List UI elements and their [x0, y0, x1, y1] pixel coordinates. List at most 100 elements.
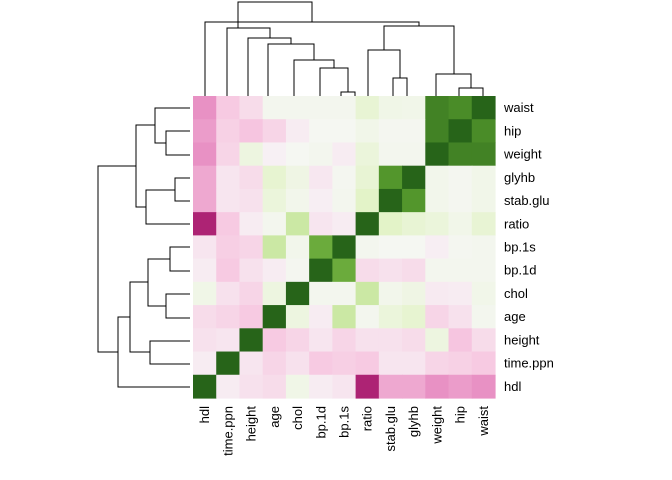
heatmap-cell — [332, 328, 357, 353]
heatmap-cell — [425, 374, 450, 399]
heatmap-cell — [425, 96, 450, 120]
heatmap-cell — [332, 281, 357, 306]
heatmap-cell — [193, 119, 217, 144]
heatmap-cell — [239, 165, 264, 190]
heatmap-cell — [402, 235, 426, 260]
heatmap-cell — [309, 96, 333, 120]
heatmap-cell — [193, 258, 217, 283]
heatmap-cell — [285, 212, 310, 236]
heatmap-cell — [425, 305, 450, 329]
row-label: height — [504, 332, 540, 347]
heatmap-cell — [262, 374, 287, 399]
column-dendrogram-branch — [367, 49, 401, 102]
heatmap-cell — [378, 165, 403, 190]
column-label: bp.1d — [313, 406, 328, 439]
heatmap-cell — [355, 142, 380, 167]
heatmap-cell — [332, 165, 357, 190]
heatmap-cell — [193, 188, 217, 213]
heatmap-cell — [378, 305, 403, 329]
heatmap-cell — [309, 305, 333, 329]
heatmap-cell — [216, 281, 241, 306]
row-dendrogram-branch — [117, 316, 190, 388]
heatmap-cell — [309, 328, 333, 353]
heatmap-cell — [355, 165, 380, 190]
heatmap-cell — [285, 328, 310, 353]
heatmap-cell — [425, 351, 450, 376]
heatmap-cell — [216, 165, 241, 190]
column-label: weight — [429, 406, 444, 445]
heatmap-cell — [355, 328, 380, 353]
row-label: chol — [504, 286, 528, 301]
row-dendrogram-branch — [165, 293, 190, 319]
heatmap-cell — [448, 281, 473, 306]
column-dendrogram-branch — [293, 59, 335, 102]
column-label: height — [244, 406, 259, 442]
heatmap-cell — [285, 235, 310, 260]
heatmap-cell — [425, 188, 450, 213]
heatmap-cell — [425, 281, 450, 306]
row-label: bp.1s — [504, 239, 536, 254]
heatmap-cell — [193, 165, 217, 190]
heatmap-cell — [402, 96, 426, 120]
heatmap-cells — [193, 96, 496, 399]
heatmap-cell — [471, 188, 496, 213]
column-label: stab.glu — [383, 406, 398, 452]
heatmap-cell — [216, 305, 241, 329]
heatmap-cell — [332, 188, 357, 213]
heatmap-cell — [309, 212, 333, 236]
column-label: waist — [476, 406, 491, 437]
heatmap-cell — [332, 142, 357, 167]
heatmap-cell — [239, 119, 264, 144]
heatmap-cell — [309, 281, 333, 306]
heatmap-cell — [471, 351, 496, 376]
heatmap-cell — [425, 235, 450, 260]
heatmap-cell — [332, 258, 357, 283]
row-label: waist — [503, 100, 534, 115]
heatmap-cell — [378, 119, 403, 144]
heatmap-cell — [262, 119, 287, 144]
heatmap-cell — [471, 328, 496, 353]
row-label: hdl — [504, 379, 521, 394]
heatmap-cell — [378, 212, 403, 236]
heatmap-cell — [471, 374, 496, 399]
heatmap-cell — [355, 96, 380, 120]
column-label: glyhb — [406, 406, 421, 437]
heatmap-cell — [448, 165, 473, 190]
heatmap-cell — [262, 351, 287, 376]
heatmap-cell — [285, 351, 310, 376]
row-label: ratio — [504, 216, 529, 231]
column-label: bp.1s — [336, 406, 351, 438]
column-label: hip — [453, 406, 468, 423]
heatmap-cell — [309, 188, 333, 213]
row-label: bp.1d — [504, 263, 537, 278]
heatmap-cell — [262, 258, 287, 283]
column-label: age — [267, 406, 282, 428]
heatmap-cell — [355, 351, 380, 376]
heatmap-cell — [448, 119, 473, 144]
heatmap-cell — [425, 165, 450, 190]
heatmap-cell — [448, 235, 473, 260]
heatmap-cell — [216, 142, 241, 167]
heatmap-cell — [216, 188, 241, 213]
heatmap-cell — [239, 305, 264, 329]
column-dendrogram-branch — [247, 37, 292, 102]
heatmap-cell — [425, 328, 450, 353]
row-label: age — [504, 309, 526, 324]
heatmap-cell — [262, 188, 287, 213]
heatmap-cell — [402, 188, 426, 213]
row-label: time.ppn — [504, 356, 554, 371]
heatmap-cell — [285, 281, 310, 306]
heatmap-cell — [332, 96, 357, 120]
heatmap-cell — [239, 188, 264, 213]
column-dendrogram-branch — [267, 43, 315, 102]
heatmap-cell — [448, 258, 473, 283]
heatmap-cell — [285, 142, 310, 167]
column-dendrogram-branch — [226, 27, 271, 102]
heatmap-cell — [448, 374, 473, 399]
heatmap-cell — [378, 188, 403, 213]
heatmap-cell — [425, 212, 450, 236]
heatmap-cell — [332, 374, 357, 399]
heatmap-cell — [193, 142, 217, 167]
heatmap-cell — [471, 305, 496, 329]
